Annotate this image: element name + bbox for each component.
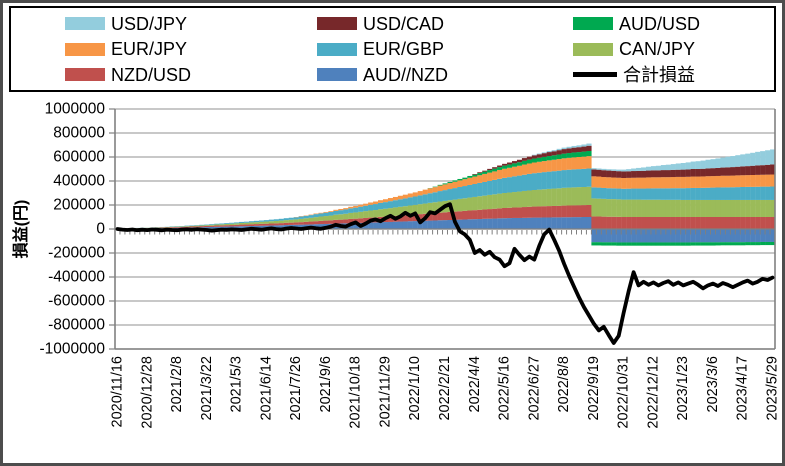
y-axis-title: 損益(円) [11, 200, 30, 259]
legend-label-usd-cad: USD/CAD [363, 13, 445, 34]
svg-text:2023/4/17: 2023/4/17 [735, 356, 751, 421]
svg-text:2020/12/28: 2020/12/28 [139, 356, 155, 429]
svg-text:-400000: -400000 [48, 269, 105, 286]
svg-text:2022/5/16: 2022/5/16 [497, 356, 513, 421]
svg-text:2021/6/14: 2021/6/14 [258, 356, 274, 421]
svg-text:2022/12/12: 2022/12/12 [645, 356, 661, 429]
svg-text:600000: 600000 [53, 149, 105, 166]
usd-jpy-swatch-icon [65, 17, 105, 30]
legend-label-eur-jpy: EUR/JPY [111, 39, 188, 59]
svg-text:損益(円): 損益(円) [11, 200, 30, 259]
svg-text:2023/3/6: 2023/3/6 [705, 356, 721, 412]
legend-label-aud-usd: AUD/USD [619, 13, 701, 34]
svg-text:2021/7/26: 2021/7/26 [288, 356, 304, 421]
chart-legend: USD/JPY USD/CAD AUD/USD EUR/JPY EUR/GBP … [9, 6, 776, 92]
svg-text:2020/11/16: 2020/11/16 [110, 356, 126, 428]
svg-text:2022/10/31: 2022/10/31 [616, 356, 632, 429]
eur-gbp-swatch-icon [317, 42, 357, 56]
legend-item-aud-usd: AUD/USD [573, 12, 768, 36]
svg-text:2022/2/21: 2022/2/21 [437, 356, 453, 421]
legend-item-eur-jpy: EUR/JPY [65, 37, 317, 61]
legend-label-total: 合計損益 [623, 64, 695, 85]
legend-label-usd-jpy: USD/JPY [111, 13, 188, 34]
legend-item-eur-gbp: EUR/GBP [317, 37, 573, 61]
svg-text:800000: 800000 [53, 125, 105, 142]
svg-text:200000: 200000 [53, 197, 105, 214]
svg-text:2022/4/4: 2022/4/4 [467, 356, 483, 412]
legend-item-total: 合計損益 [573, 63, 768, 87]
plot-area: 1000000 800000 600000 400000 200000 0 -200000 -… [11, 101, 781, 429]
svg-text:-800000: -800000 [48, 317, 105, 334]
legend-label-aud-nzd: AUD//NZD [363, 64, 448, 85]
can-jpy-swatch-icon [573, 42, 613, 56]
aud-usd-swatch-icon [573, 17, 613, 30]
svg-text:2021/5/3: 2021/5/3 [229, 356, 245, 412]
legend-label-eur-gbp: EUR/GBP [363, 39, 445, 59]
svg-text:2021/11/29: 2021/11/29 [378, 356, 394, 428]
svg-text:400000: 400000 [53, 173, 105, 190]
legend-label-can-jpy: CAN/JPY [619, 39, 696, 59]
y-axis-labels: 1000000 800000 600000 400000 200000 0 -200000 -… [39, 101, 105, 358]
aud-nzd-swatch-icon [317, 68, 357, 81]
legend-item-nzd-usd: NZD/USD [65, 63, 317, 87]
svg-text:2022/9/19: 2022/9/19 [586, 356, 602, 421]
legend-label-nzd-usd: NZD/USD [111, 64, 191, 85]
svg-text:2023/5/29: 2023/5/29 [765, 356, 781, 421]
eur-jpy-swatch-icon [65, 42, 105, 56]
stacked-bars [115, 143, 776, 246]
legend-item-usd-cad: USD/CAD [317, 12, 573, 36]
legend-item-aud-nzd: AUD//NZD [317, 63, 573, 87]
svg-text:2022/8/8: 2022/8/8 [556, 356, 572, 412]
svg-text:1000000: 1000000 [45, 101, 106, 118]
svg-text:-200000: -200000 [48, 245, 105, 262]
legend-item-can-jpy: CAN/JPY [573, 37, 768, 61]
x-axis-labels: 2020/11/16 2020/12/28 2021/2/8 2021/3/22 202… [110, 356, 781, 429]
svg-text:2022/1/10: 2022/1/10 [407, 356, 423, 421]
svg-text:-600000: -600000 [48, 293, 105, 310]
svg-text:2022/6/27: 2022/6/27 [526, 356, 542, 421]
svg-text:2021/2/8: 2021/2/8 [169, 356, 185, 412]
usd-cad-swatch-icon [317, 17, 357, 30]
nzd-usd-swatch-icon [65, 68, 105, 81]
svg-text:-1000000: -1000000 [39, 341, 105, 358]
svg-text:2021/10/18: 2021/10/18 [348, 356, 364, 429]
total-profit-line [115, 202, 775, 345]
svg-text:2023/1/23: 2023/1/23 [675, 356, 691, 421]
svg-text:0: 0 [96, 221, 105, 238]
total-line-swatch-icon [573, 72, 617, 77]
svg-text:2021/3/22: 2021/3/22 [199, 356, 215, 421]
legend-item-usd-jpy: USD/JPY [65, 12, 317, 36]
svg-text:2021/9/6: 2021/9/6 [318, 356, 334, 412]
